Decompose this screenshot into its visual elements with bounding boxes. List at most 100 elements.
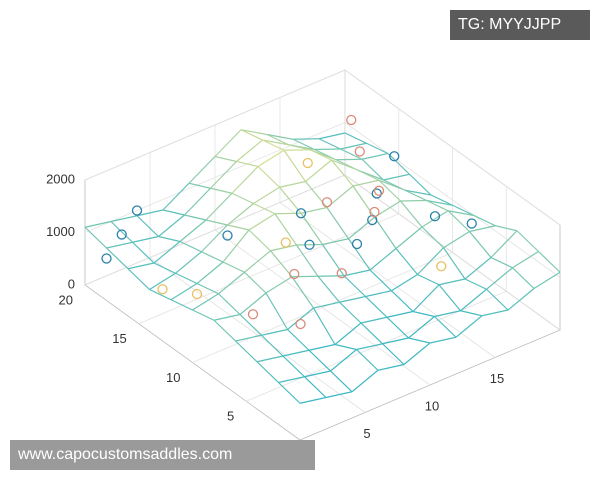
mesh-edge [386,316,409,339]
mesh-edge [196,282,219,295]
mesh-edge [460,310,483,317]
mesh-edge [278,376,305,384]
mesh-edge [261,334,284,357]
mesh-edge [205,219,228,226]
mesh-edge [270,250,293,278]
mesh-edge [227,203,254,226]
mesh-edge [382,343,405,365]
data-point [247,309,259,320]
mesh-edge [132,235,159,243]
mesh-edge [360,322,383,345]
mesh-edge [512,267,535,289]
mesh-edge [283,149,311,151]
mesh-edge [213,313,241,321]
mesh-edge [274,213,297,246]
mesh-edge [222,229,250,263]
data-point [295,318,306,330]
mesh-edge [239,314,262,336]
mesh-edge [464,257,492,280]
mesh-edge [429,336,457,344]
mesh-edge [490,256,513,269]
mesh-edge [412,284,440,312]
mesh-edge [331,159,354,187]
mesh-edge [184,214,207,221]
mesh-edge [227,224,250,231]
mesh-edge [404,189,427,202]
mesh-edge [318,138,341,150]
mesh-edge [266,133,289,146]
mesh-edge [317,275,345,277]
mesh-edge [213,319,236,342]
mesh-edge [309,149,332,161]
data-point [321,197,333,208]
mesh-edge [387,153,410,175]
mesh-edge [262,139,285,151]
mesh-edge [365,296,388,318]
mesh-edge [335,158,363,161]
mesh-edge [317,275,340,303]
mesh-edge [357,169,380,181]
mesh-edge [430,194,453,206]
mesh-edge [84,220,112,228]
mesh-edge [409,173,432,196]
mesh-edge [257,149,285,168]
mesh-edge [417,247,444,275]
data-point [101,253,112,264]
mesh-edge [257,166,280,188]
data-point [354,146,365,157]
footer-url: www.capocustomsaddles.com [10,440,315,470]
mesh-edge [460,288,487,312]
mesh-edge [192,309,215,321]
mesh-edge [304,370,331,378]
mesh-edge [184,187,211,216]
data-point [289,268,300,280]
mesh-edge [235,340,258,363]
data-point [466,218,477,229]
mesh-edge [369,269,392,292]
mesh-edge [434,316,457,338]
data-point [373,185,385,196]
mesh-edge [218,293,241,315]
mesh-edge [127,268,150,290]
mesh-edge [175,251,202,274]
mesh-edge [270,244,297,252]
mesh-edge [455,315,483,338]
mesh-edge [214,129,242,157]
mesh-edge [283,149,306,182]
mesh-edge [443,230,470,249]
data-point [369,206,380,218]
mesh-edge [305,159,332,182]
mesh-edge [201,224,228,253]
mesh-edge [369,248,397,271]
mesh-edge [313,301,340,309]
y-tick-label: 10 [166,370,180,385]
mesh-edge [210,187,233,194]
data-point [280,237,291,248]
mesh-edge [512,250,539,269]
mesh-edge [330,349,357,372]
mesh-edge [452,204,475,217]
mesh-edge [507,288,535,311]
mesh-edge [322,244,345,277]
z-tick-label: 1000 [46,224,75,239]
mesh-edge [438,284,461,312]
mesh-edge [343,275,366,297]
mesh-edge [395,226,423,249]
mesh-edge [149,272,176,291]
data-point [295,208,307,219]
mesh-edge [382,337,409,345]
mesh-edge [473,214,496,227]
mesh-edge [408,316,435,339]
mesh-edge [282,355,305,378]
grid-line [214,229,431,386]
mesh-edge [443,247,466,280]
mesh-edge [447,210,470,232]
mesh-edge [292,138,320,140]
mesh-edge [495,225,518,232]
mesh-edge [162,182,190,211]
data-point [336,268,347,279]
mesh-edge [434,310,461,318]
mesh-edge [538,251,561,273]
mesh-edge [201,251,224,263]
